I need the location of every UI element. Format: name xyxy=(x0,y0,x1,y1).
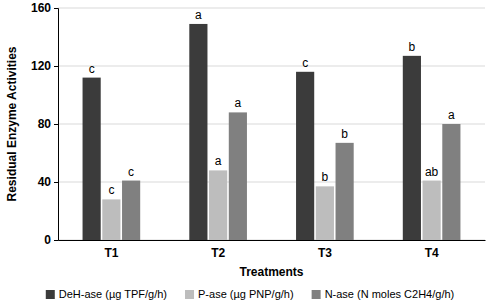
x-tick: T4 xyxy=(425,240,439,260)
legend-label: DeH-ase (µg TPF/g/h) xyxy=(59,288,167,300)
x-axis-title: Treatments xyxy=(239,265,303,279)
x-axis: T1 T2 T3 T4 xyxy=(59,240,486,260)
x-tick: T3 xyxy=(318,240,332,260)
significance-letter: b xyxy=(322,170,329,184)
x-tick-label: T4 xyxy=(425,246,439,260)
significance-letter: b xyxy=(409,40,416,54)
legend-label: N-ase (N moles C2H4/g/h) xyxy=(325,288,455,300)
annotations: cacbcababcaba xyxy=(89,8,455,197)
legend: DeH-ase (µg TPF/g/h) P-ase (µg PNP/g/h) N-… xyxy=(46,288,454,300)
legend-item: P-ase (µg PNP/g/h) xyxy=(185,288,294,300)
bars xyxy=(83,24,461,240)
significance-letter: c xyxy=(89,62,95,76)
y-tick-label: 0 xyxy=(44,233,51,247)
bar xyxy=(209,170,227,240)
x-axis-line xyxy=(59,240,486,241)
chart: cacbcababcaba04080120160T1T2T3T4Residual… xyxy=(0,0,500,306)
y-tick-label: 160 xyxy=(31,1,51,15)
x-tick-label: T1 xyxy=(104,246,118,260)
significance-letter: c xyxy=(128,165,134,179)
x-tick: T1 xyxy=(104,240,118,260)
y-tick-label: 80 xyxy=(38,117,52,131)
significance-letter: a xyxy=(448,108,455,122)
significance-letter: c xyxy=(108,183,114,197)
bar xyxy=(229,112,247,240)
significance-letter: a xyxy=(195,8,202,22)
y-axis-title: Residual Enzyme Activities xyxy=(5,46,19,201)
y-tick-mark xyxy=(54,66,58,67)
bar xyxy=(403,56,421,240)
bar xyxy=(83,78,101,240)
plot: cacbcababcaba04080120160T1T2T3T4 xyxy=(31,1,486,259)
y-tick: 0 xyxy=(44,233,58,247)
y-tick-label: 120 xyxy=(31,59,51,73)
bar xyxy=(122,181,140,240)
bar xyxy=(189,24,207,240)
legend-label: P-ase (µg PNP/g/h) xyxy=(198,288,294,300)
significance-letter: b xyxy=(341,127,348,141)
bar xyxy=(336,143,354,240)
legend-swatch xyxy=(46,290,55,299)
y-tick-mark xyxy=(54,124,58,125)
grid xyxy=(58,8,485,240)
y-tick: 120 xyxy=(31,59,58,73)
legend-swatch xyxy=(185,290,194,299)
bar xyxy=(442,124,460,240)
legend-item: DeH-ase (µg TPF/g/h) xyxy=(46,288,167,300)
x-tick: T2 xyxy=(211,240,225,260)
significance-letter: c xyxy=(302,56,308,70)
y-tick-mark xyxy=(54,8,58,9)
y-tick: 80 xyxy=(38,117,58,131)
x-tick-label: T3 xyxy=(318,246,332,260)
y-tick: 160 xyxy=(31,1,58,15)
legend-item: N-ase (N moles C2H4/g/h) xyxy=(312,288,455,300)
legend-swatch xyxy=(312,290,321,299)
significance-letter: a xyxy=(215,154,222,168)
significance-letter: ab xyxy=(425,165,439,179)
y-tick: 40 xyxy=(38,175,58,189)
significance-letter: a xyxy=(235,96,242,110)
y-tick-mark xyxy=(54,240,58,241)
bar xyxy=(102,199,120,240)
grid-line xyxy=(58,8,485,9)
bar xyxy=(423,181,441,240)
y-axis-line xyxy=(54,9,59,241)
x-tick-label: T2 xyxy=(211,246,225,260)
bar xyxy=(316,186,334,240)
y-tick-mark xyxy=(54,182,58,183)
bar xyxy=(296,72,314,240)
y-axis: 0 40 80 120 160 xyxy=(31,1,59,247)
y-tick-label: 40 xyxy=(38,175,52,189)
